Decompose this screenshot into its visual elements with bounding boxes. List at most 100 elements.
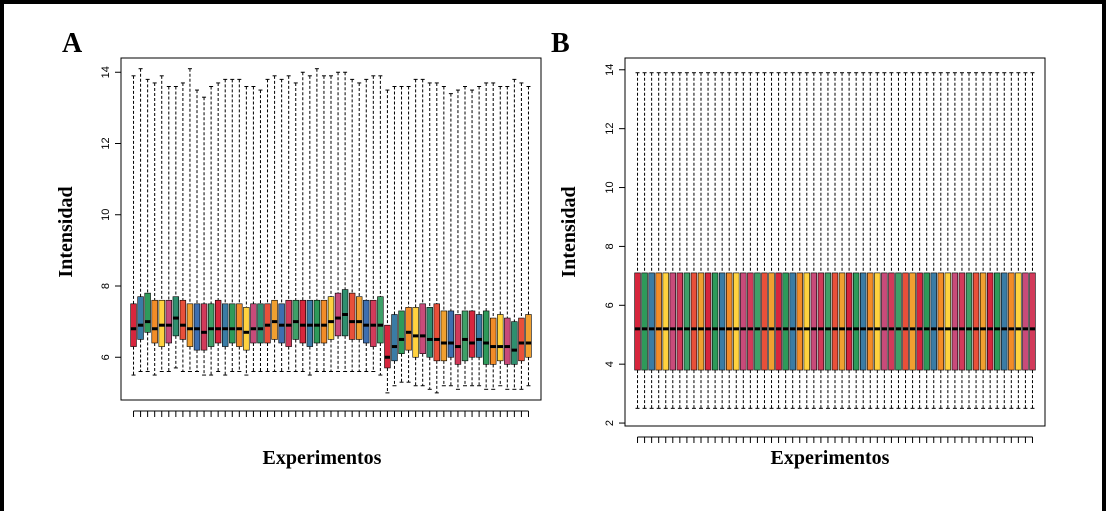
box-rect [1008,272,1015,371]
box-item [697,72,705,409]
box-rect [994,272,1001,371]
box-item [937,72,944,409]
box-rect [902,272,909,371]
box-rect [747,272,754,371]
box-rect [909,272,916,371]
box-rect [186,303,194,347]
box-item [874,72,881,409]
box-rect [634,272,641,371]
box-item [986,72,994,409]
box-item [810,72,818,409]
box-item [511,78,518,390]
box-item [497,86,504,387]
box-rect [250,303,257,344]
box-rect [278,303,285,344]
box-rect [243,307,250,351]
box-item [412,78,419,387]
box-item [468,89,476,387]
box-item [186,68,194,372]
box-item [426,82,433,390]
box-item [158,75,165,372]
box-item [655,72,662,409]
box-rect [1029,272,1036,371]
box-rect [285,299,292,347]
box-rect [341,289,349,337]
box-item [391,86,398,387]
box-rect [412,307,419,358]
y-axis-title: Intensidad [55,186,77,277]
box-item [292,82,299,372]
box-item [236,78,243,372]
box-rect [229,303,236,344]
box-rect [447,310,455,358]
box-rect [916,272,923,371]
x-axis-title: Experimentos [771,447,890,469]
box-rect [951,272,959,371]
box-rect [313,299,321,344]
plot-area-border [624,57,1046,427]
box-rect [768,272,775,371]
box-item [377,75,384,376]
box-item [923,72,930,409]
box-item [285,75,292,372]
box-rect [796,272,803,371]
box-rect [193,303,201,351]
box-item [440,86,448,387]
box-rect [370,299,377,347]
box-rect [895,272,902,371]
box-item [972,72,980,409]
y-tick-label: 6 [604,302,616,308]
box-item [222,78,229,376]
y-tick-label: 6 [100,354,112,360]
box-item [888,72,895,409]
box-rect [334,292,342,337]
box-rect [867,272,874,371]
box-item [250,86,257,372]
box-rect [398,310,405,354]
boxplot-panel-a: 6 8 10 12 14 Experimentos Intensidad [55,57,542,469]
box-item [475,86,483,387]
box-item [895,72,902,409]
box-item [327,75,335,372]
box-rect [726,272,733,371]
box-rect [690,272,698,371]
box-rect [704,272,712,371]
box-item [278,78,285,372]
box-rect [299,299,306,344]
box-item [384,89,391,394]
box-item [1015,72,1022,409]
box-rect [852,272,860,371]
box-item [775,72,782,409]
box-rect [257,303,264,344]
box-rect [511,321,518,365]
box-item [852,72,860,409]
box-rect [972,272,980,371]
box-rect [923,272,930,371]
box-item [669,72,676,409]
box-rect [292,299,299,340]
box-rect [937,272,944,371]
box-rect [838,272,846,371]
box-rect [944,272,952,371]
box-item [726,72,733,409]
box-rect [965,272,973,371]
box-rect [391,314,398,362]
box-rect [130,303,137,347]
box-rect [733,272,740,371]
panel-b-label: B [551,28,570,59]
box-rect [433,303,440,362]
y-tick-label: 10 [604,181,616,193]
y-tick-label: 2 [604,420,616,426]
y-tick-label: 10 [100,209,112,221]
box-item [817,72,825,409]
box-item [944,72,952,409]
box-item [803,72,810,409]
box-item [363,78,370,372]
box-rect [271,299,278,340]
box-rect [419,303,426,354]
box-rect [711,272,719,371]
box-item [313,68,321,372]
box-item [641,72,648,409]
box-item [207,86,215,376]
box-rect [377,296,384,344]
